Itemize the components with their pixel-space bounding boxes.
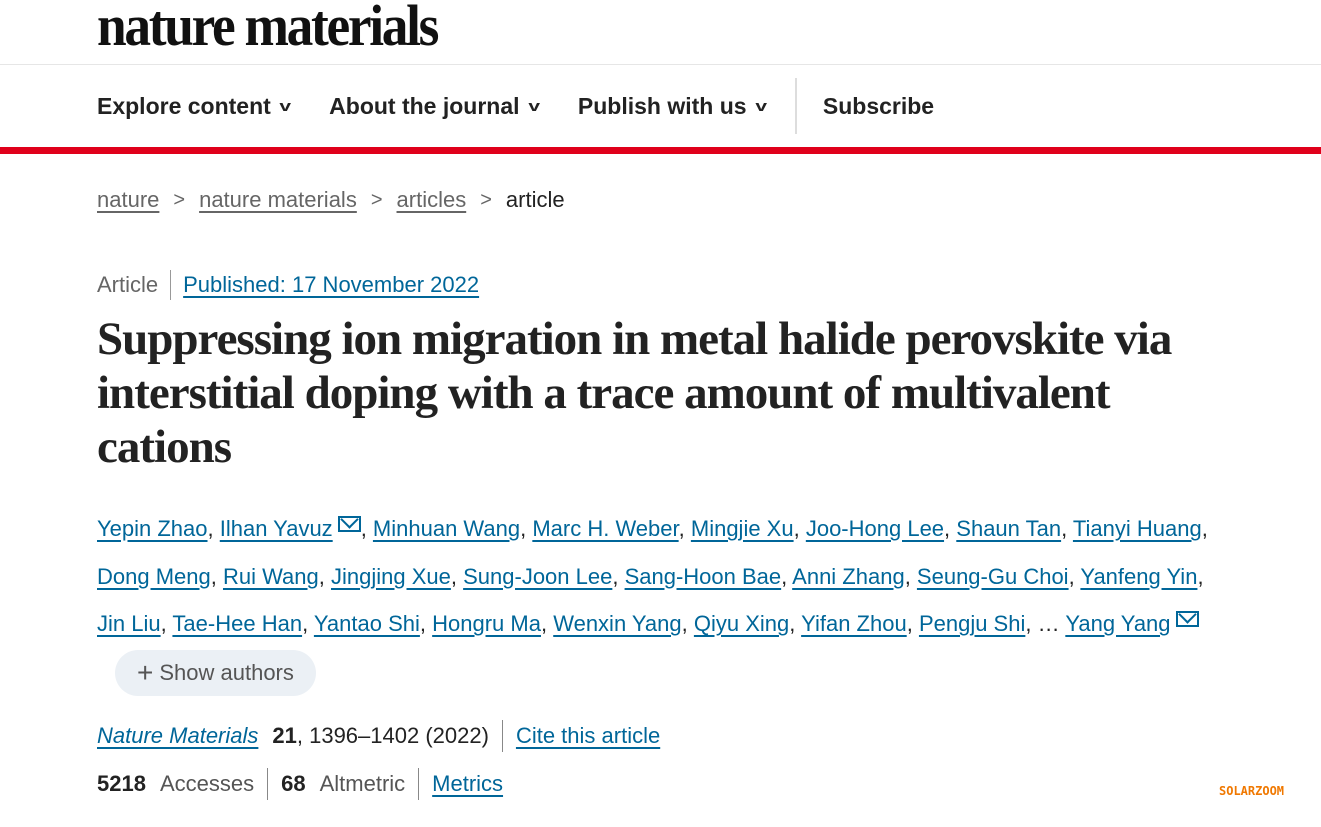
- breadcrumb: nature > nature materials > articles > arti…: [97, 187, 565, 213]
- author-link[interactable]: Yanfeng Yin: [1080, 563, 1198, 589]
- nav-publish[interactable]: Publish with us v: [577, 92, 767, 120]
- nav-separator: [794, 78, 797, 134]
- volume: 21: [272, 723, 297, 748]
- chevron-down-icon: v: [279, 97, 291, 115]
- chevron-down-icon: v: [527, 97, 540, 115]
- author-link[interactable]: Tianyi Huang: [1072, 516, 1202, 541]
- chevron-down-icon: v: [754, 97, 767, 115]
- author-link[interactable]: Seung-Gu Choi: [916, 563, 1069, 589]
- divider: [170, 270, 172, 300]
- altmetric-label: Altmetric: [319, 771, 406, 796]
- chevron-right-icon: >: [173, 188, 186, 211]
- author-link[interactable]: Jingjing Xue: [331, 563, 451, 589]
- article-title: Suppressing ion migration in metal halid…: [97, 313, 1172, 473]
- divider: [501, 720, 503, 752]
- article-type: Article: [97, 272, 159, 297]
- ellipsis: …: [1037, 611, 1060, 636]
- author-link[interactable]: Sang-Hoon Bae: [624, 563, 782, 589]
- author-link[interactable]: Yantao Shi: [313, 611, 420, 636]
- author-link[interactable]: Joo-Hong Lee: [805, 516, 945, 541]
- chevron-right-icon: >: [370, 188, 383, 211]
- author-list: Yepin Zhao, Ilhan Yavuz, Minhuan Wang, M…: [97, 505, 1227, 696]
- author-link[interactable]: Tae-Hee Han: [172, 611, 303, 636]
- nav-label: Explore content: [97, 92, 271, 119]
- divider: [267, 768, 269, 800]
- show-authors-button[interactable]: + Show authors: [115, 649, 316, 696]
- author-link[interactable]: Qiyu Xing: [693, 611, 790, 636]
- author-link[interactable]: Shaun Tan: [956, 516, 1062, 541]
- article-stats: 5218 Accesses 68 Altmetric Metrics: [97, 768, 503, 800]
- breadcrumb-articles[interactable]: articles: [396, 187, 467, 212]
- author-link[interactable]: Wenxin Yang: [553, 611, 682, 636]
- nav-label: About the journal: [329, 92, 520, 119]
- author-link[interactable]: Marc H. Weber: [532, 516, 679, 541]
- breadcrumb-current: article: [505, 187, 565, 212]
- nav-about-journal[interactable]: About the journal v: [329, 92, 540, 120]
- divider: [418, 768, 420, 800]
- journal-logo[interactable]: nature materials: [97, 0, 439, 58]
- author-link[interactable]: Sung-Joon Lee: [463, 563, 613, 589]
- altmetric-count: 68: [281, 771, 306, 796]
- pages: , 1396–1402 (2022): [296, 723, 489, 748]
- nav-label: Publish with us: [577, 92, 747, 119]
- cite-article-link[interactable]: Cite this article: [515, 723, 661, 748]
- author-link[interactable]: Rui Wang: [222, 563, 319, 589]
- accesses-count: 5218: [97, 771, 146, 796]
- author-link[interactable]: Pengju Shi: [918, 611, 1026, 636]
- nav-subscribe[interactable]: Subscribe: [822, 92, 935, 119]
- chevron-right-icon: >: [480, 188, 492, 211]
- published-date[interactable]: Published: 17 November 2022: [183, 272, 480, 297]
- author-link[interactable]: Mingjie Xu: [690, 516, 794, 541]
- author-link[interactable]: Dong Meng: [97, 563, 211, 589]
- breadcrumb-nature-materials[interactable]: nature materials: [199, 187, 357, 212]
- author-link[interactable]: Ilhan Yavuz: [219, 516, 333, 541]
- brand-bar: [0, 147, 1321, 154]
- watermark: SOLARZOOM: [1219, 784, 1285, 798]
- author-link[interactable]: Jin Liu: [97, 611, 161, 636]
- author-link[interactable]: Yifan Zhou: [801, 611, 907, 636]
- accesses-label: Accesses: [159, 771, 255, 796]
- mail-icon[interactable]: [1175, 611, 1199, 627]
- mail-icon[interactable]: [337, 516, 361, 532]
- divider: [0, 64, 1321, 65]
- journal-link[interactable]: Nature Materials: [97, 723, 259, 748]
- plus-icon: +: [137, 656, 154, 688]
- author-link[interactable]: Minhuan Wang: [372, 516, 521, 541]
- show-authors-label: Show authors: [159, 659, 294, 685]
- metrics-link[interactable]: Metrics: [432, 771, 504, 796]
- nav-explore-content[interactable]: Explore content v: [97, 92, 291, 120]
- author-link[interactable]: Yepin Zhao: [97, 516, 208, 541]
- author-link[interactable]: Yang Yang: [1065, 611, 1171, 636]
- breadcrumb-nature[interactable]: nature: [97, 187, 160, 212]
- author-link[interactable]: Anni Zhang: [792, 563, 905, 589]
- citation-line: Nature Materials 21, 1396–1402 (2022) Ci…: [97, 720, 660, 752]
- article-meta: Article Published: 17 November 2022: [97, 270, 479, 300]
- author-link[interactable]: Hongru Ma: [432, 611, 541, 636]
- main-nav: Explore content v About the journal v Publ…: [97, 78, 974, 134]
